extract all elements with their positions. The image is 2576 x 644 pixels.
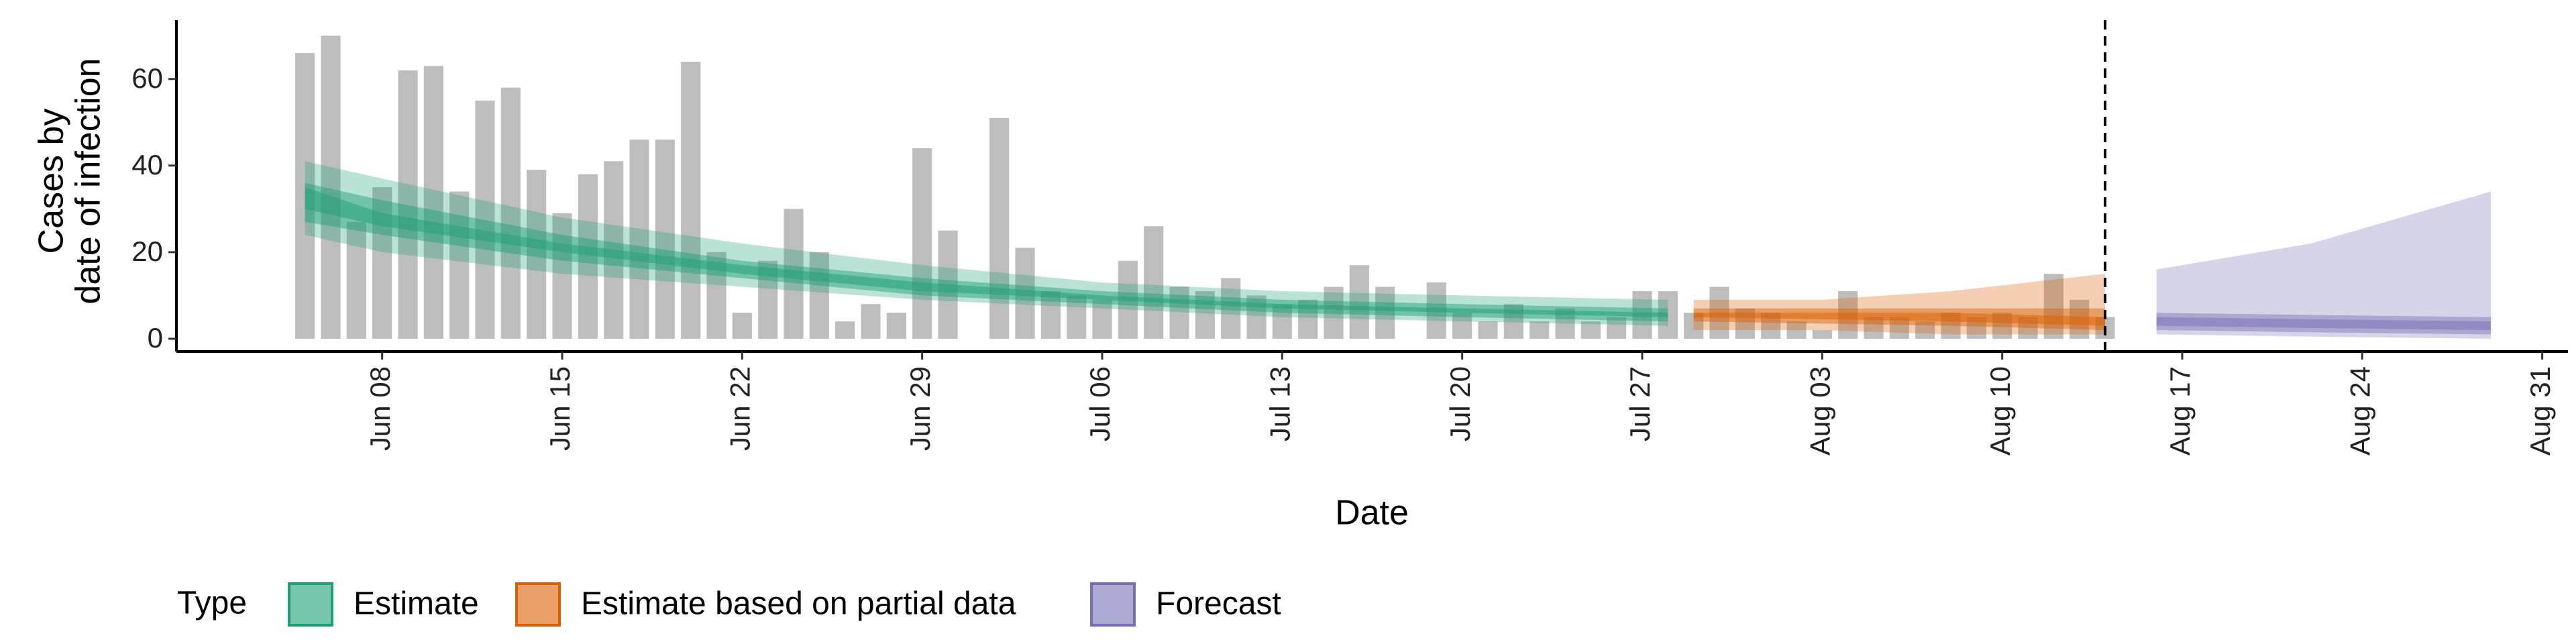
bar (629, 140, 649, 339)
x-tick-label: Jul 06 (1084, 366, 1116, 441)
y-axis-title: date of infection (69, 58, 108, 304)
x-axis-title: Date (1335, 494, 1409, 533)
bar (912, 148, 932, 339)
bar (449, 191, 470, 339)
legend-swatch (1090, 582, 1136, 627)
bar (1529, 321, 1550, 339)
bar (835, 321, 855, 339)
legend-title: Type (177, 586, 247, 621)
bar (989, 117, 1010, 339)
y-tick-label: 40 (131, 149, 163, 180)
y-axis-title: Cases by (32, 109, 71, 254)
x-tick-label: Aug 17 (2164, 366, 2196, 455)
bar (321, 36, 341, 339)
legend-label: Estimate (354, 586, 479, 622)
x-tick-label: Aug 03 (1804, 366, 1835, 455)
bar (1915, 321, 1935, 339)
bar (578, 174, 598, 339)
x-tick-label: Jul 20 (1444, 366, 1476, 441)
x-tick-label: Jun 15 (544, 366, 576, 451)
x-tick-label: Aug 31 (2524, 366, 2556, 455)
ribbon (305, 187, 1668, 317)
x-tick-label: Jun 29 (904, 366, 936, 451)
bar (886, 313, 906, 339)
bar (1040, 290, 1061, 339)
legend-swatch (288, 582, 333, 627)
ribbon (2156, 317, 2491, 331)
bar (655, 140, 675, 339)
bar (1375, 286, 1395, 339)
bar (1786, 321, 1807, 339)
bar (861, 304, 881, 339)
bar (681, 61, 701, 339)
legend-label: Estimate based on partial data (581, 586, 1016, 622)
bar (552, 213, 572, 339)
bar (1580, 321, 1601, 339)
bar (1272, 304, 1292, 339)
bar (1067, 295, 1087, 339)
bar (423, 66, 443, 339)
bar (1324, 286, 1344, 339)
bar (1221, 278, 1241, 339)
bar (1144, 226, 1164, 339)
bar (1889, 317, 1909, 339)
x-tick-label: Jun 22 (724, 366, 755, 451)
bar (1864, 317, 1884, 339)
bar (809, 252, 829, 339)
bar (1349, 265, 1369, 339)
x-tick-label: Aug 24 (2344, 366, 2375, 455)
bar (398, 70, 418, 339)
bar (527, 170, 547, 339)
bar (1478, 321, 1498, 339)
bar (1812, 330, 1832, 339)
y-tick-label: 0 (148, 322, 163, 354)
y-tick-label: 60 (131, 62, 163, 94)
x-tick-label: Jun 08 (364, 366, 396, 451)
bar (1092, 299, 1112, 339)
x-tick-label: Aug 10 (1984, 366, 2016, 455)
legend-swatch (515, 582, 561, 627)
x-tick-label: Jul 27 (1624, 366, 1656, 441)
legend-label: Forecast (1156, 586, 1281, 622)
bar (2043, 274, 2063, 339)
bar (1195, 290, 1215, 339)
ribbon (1693, 313, 2105, 326)
bar (500, 87, 521, 339)
ribbon (2156, 191, 2491, 339)
bar (732, 313, 752, 339)
bar (1169, 286, 1189, 339)
bar (346, 221, 366, 339)
bar (475, 101, 495, 339)
bar (1607, 317, 1627, 339)
x-tick-label: Jul 13 (1264, 366, 1295, 441)
bar (1452, 313, 1472, 339)
y-tick-label: 20 (131, 235, 163, 267)
